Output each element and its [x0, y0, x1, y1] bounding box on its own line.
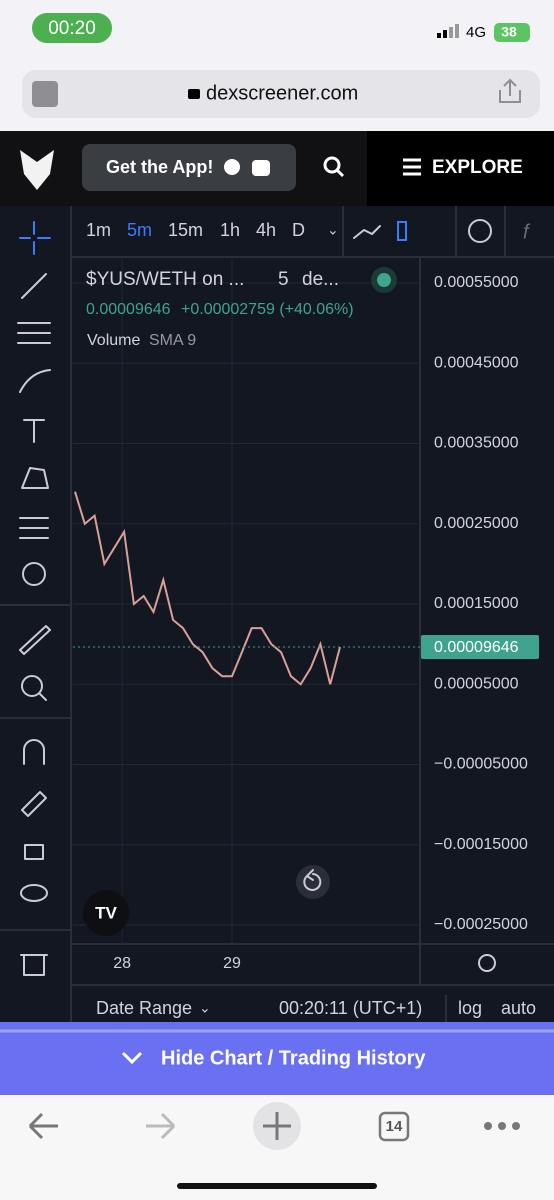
- status-dot: [377, 273, 391, 287]
- price-line: [74, 491, 341, 686]
- signal: [437, 24, 459, 38]
- y-tick-label: 0.00005000: [434, 675, 519, 692]
- more-button[interactable]: [484, 1122, 520, 1130]
- indicator-name: Volume: [87, 332, 140, 349]
- legend-change: +0.00002759 (+40.06%): [181, 301, 354, 318]
- reset-button[interactable]: [296, 865, 330, 899]
- interval-button[interactable]: D: [292, 220, 305, 240]
- chart-area: [0, 206, 554, 1022]
- date-range[interactable]: Date Range: [96, 998, 192, 1018]
- legend-exchange: de...: [302, 269, 339, 290]
- network: 4G: [466, 24, 486, 41]
- x-tick-label: 29: [223, 955, 241, 972]
- y-tick-label: 0.00025000: [434, 515, 519, 532]
- legend-interval: 5: [278, 269, 289, 290]
- tv-logo[interactable]: [83, 890, 129, 936]
- settings-icon[interactable]: [478, 954, 496, 972]
- last-price-label: 0.00009646: [434, 639, 519, 656]
- y-tick-label: 0.00055000: [434, 274, 519, 291]
- function-icon[interactable]: f: [523, 221, 531, 243]
- tabs-button[interactable]: [378, 1111, 410, 1142]
- menu-icon: [403, 158, 421, 176]
- y-tick-label: −0.00025000: [434, 916, 528, 933]
- drawing-tools[interactable]: [17, 221, 51, 976]
- y-tick-label: 0.00015000: [434, 595, 519, 612]
- log-toggle[interactable]: log: [458, 998, 482, 1018]
- apple-icon: [224, 159, 240, 175]
- interval-button[interactable]: 15m: [168, 220, 203, 240]
- logo[interactable]: [20, 150, 54, 190]
- back-button[interactable]: [28, 1112, 58, 1140]
- plot: 0.00055000 0.00045000 0.00035000 0.00025000…: [73, 257, 539, 972]
- banner-label: Hide Chart / Trading History: [161, 1047, 426, 1069]
- share-icon[interactable]: [499, 78, 521, 103]
- last-price-tag: [421, 634, 539, 659]
- get-app-label: Get the App!: [106, 157, 213, 177]
- indicators[interactable]: [468, 219, 492, 243]
- interval-button[interactable]: 5m: [127, 220, 152, 240]
- address-bar[interactable]: [22, 70, 540, 118]
- explore-button[interactable]: [367, 131, 554, 206]
- svg-text:TV: TV: [95, 903, 117, 922]
- tool-dividers: [0, 604, 71, 931]
- home-indicator: [177, 1183, 377, 1189]
- x-tick-label: 28: [113, 955, 131, 972]
- tab-count: 14: [386, 1118, 403, 1135]
- time: 00:20: [48, 18, 96, 39]
- interval-button[interactable]: 1h: [220, 220, 240, 240]
- interval-button[interactable]: 4h: [256, 220, 276, 240]
- line-style[interactable]: [353, 225, 381, 239]
- translate-icon[interactable]: [32, 81, 58, 107]
- battery: [494, 23, 530, 42]
- hide-chart-banner[interactable]: [0, 1022, 554, 1095]
- forward-button[interactable]: [146, 1112, 176, 1140]
- interval-button[interactable]: 1m: [86, 220, 111, 240]
- interval-bar: 1m 5m 15m 1h 4h D: [86, 220, 305, 240]
- battery-level: 38: [501, 24, 517, 40]
- lock-icon: [188, 89, 200, 99]
- chevron: [121, 1051, 143, 1065]
- y-tick-label: −0.00005000: [434, 756, 528, 773]
- legend-price: 0.00009646: [86, 301, 171, 318]
- y-tick-label: 0.00035000: [434, 435, 519, 452]
- time-pill: [32, 13, 112, 43]
- clock: 00:20:11 (UTC+1): [279, 998, 422, 1018]
- explore-label: EXPLORE: [432, 157, 523, 178]
- legend-symbol: $YUS/WETH on ...: [86, 269, 244, 290]
- candle-style[interactable]: [397, 221, 407, 241]
- android-icon: [252, 160, 270, 176]
- y-tick-label: −0.00015000: [434, 836, 528, 853]
- date-range-caret: ⌄: [199, 1000, 211, 1016]
- indicator-setting: SMA 9: [149, 332, 196, 349]
- search-icon[interactable]: [323, 156, 341, 174]
- get-app-button[interactable]: [82, 144, 296, 191]
- auto-toggle[interactable]: auto: [501, 998, 536, 1018]
- y-tick-label: 0.00045000: [434, 354, 519, 371]
- url: dexscreener.com: [206, 82, 358, 104]
- interval-menu[interactable]: ⌄: [327, 222, 339, 238]
